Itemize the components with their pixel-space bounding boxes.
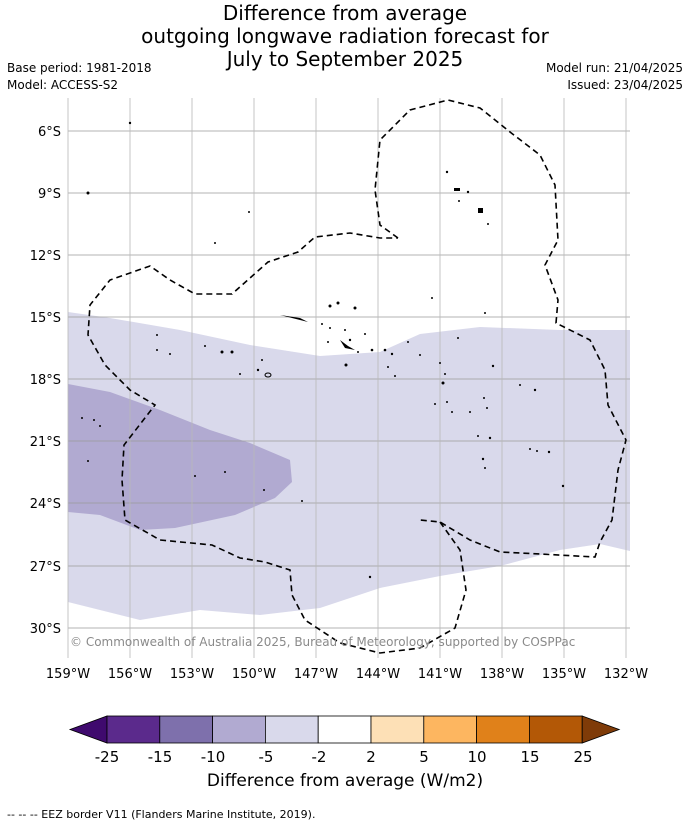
colorbar-swatch [423,715,477,744]
lon-label: 156°W [108,667,152,682]
longitude-labels: 159°W 156°W 153°W 150°W 147°W 144°W 141°… [46,667,648,682]
colorbar-swatches [68,715,621,744]
cb-tick: -15 [148,748,173,766]
lat-label: 6°S [38,125,61,140]
cb-tick: 5 [419,748,429,766]
lon-label: 153°W [170,667,214,682]
cb-tick: 10 [467,748,486,766]
lat-label: 9°S [38,187,61,202]
cb-tick: -10 [201,748,226,766]
colorbar-swatch [264,715,319,744]
colorbar-label: Difference from average (W/m2) [206,771,484,791]
eez-borders [87,99,627,654]
lon-label: 150°W [232,667,276,682]
issued-date: Issued: 23/04/2025 [567,78,683,92]
title-line-2: outgoing longwave radiation forecast for [141,24,549,48]
lon-label: 138°W [480,667,524,682]
colorbar-swatch [106,715,161,744]
cb-tick: 25 [573,748,592,766]
colorbar-arrow-low [68,715,108,744]
colorbar-swatch [476,715,530,744]
cb-tick: 2 [366,748,376,766]
meta-left: Base period: 1981-2018 Model: ACCESS-S2 [7,60,152,94]
cb-tick: 15 [520,748,539,766]
colorbar-swatch [159,715,214,744]
map-title: Difference from average outgoing longwav… [0,2,690,71]
colorbar-swatch [317,715,372,744]
lon-label: 135°W [542,667,586,682]
colorbar-swatch [212,715,266,744]
model-name: Model: ACCESS-S2 [7,78,119,92]
lon-label: 144°W [356,667,400,682]
model-run: Model run: 21/04/2025 [545,61,683,75]
lat-label: 12°S [30,249,61,264]
gridlines [68,130,630,629]
eez-footnote: -- -- -- EEZ border V11 (Flanders Marine… [7,808,316,821]
lat-label: 18°S [30,373,61,388]
colorbar-swatch [529,715,583,744]
lon-label: 159°W [46,667,90,682]
forecast-map: © Commonwealth of Australia 2025, Bureau… [30,98,648,682]
lat-label: 21°S [30,435,61,450]
copyright-text: © Commonwealth of Australia 2025, Bureau… [70,635,575,649]
cb-tick: -5 [259,748,274,766]
lon-label: 147°W [294,667,338,682]
lon-label: 132°W [604,667,648,682]
meridians [67,98,627,658]
islands [81,121,565,579]
cb-tick: -2 [312,748,327,766]
title-line-3: July to September 2025 [226,47,464,71]
lat-label: 30°S [30,622,61,637]
lon-label: 141°W [418,667,462,682]
anomaly-region-light [68,312,630,620]
base-period: Base period: 1981-2018 [7,61,152,75]
colorbar-ticks: -25 -15 -10 -5 -2 2 5 10 15 25 [95,748,593,766]
colorbar-arrow-high [581,715,621,744]
lat-label: 15°S [30,311,61,326]
anomaly-region-medium [68,384,292,530]
cb-tick: -25 [95,748,120,766]
title-line-1: Difference from average [222,1,468,25]
colorbar-swatch [370,715,425,744]
lat-label: 27°S [30,560,61,575]
meta-right: Model run: 21/04/2025 Issued: 23/04/2025 [546,60,683,94]
latitude-labels: 6°S 9°S 12°S 15°S 18°S 21°S 24°S 27°S 30… [30,125,61,637]
lat-label: 24°S [30,497,61,512]
